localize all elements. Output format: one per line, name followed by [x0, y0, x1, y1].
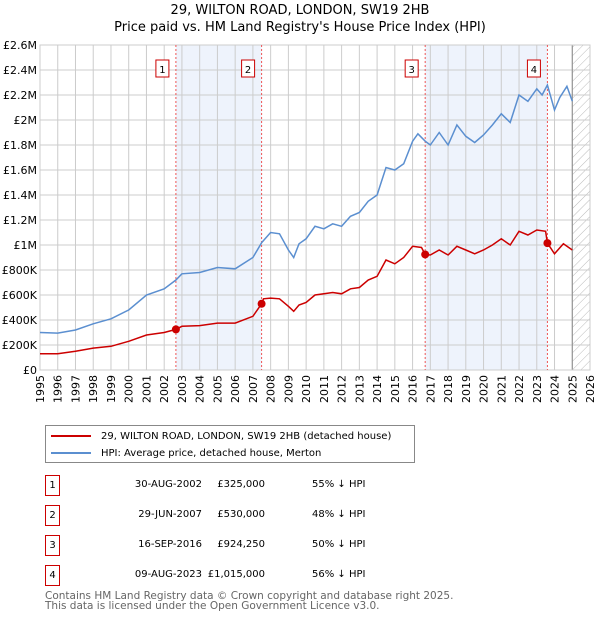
- x-tick-label: 2010: [300, 375, 313, 403]
- x-tick-label: 2022: [513, 375, 526, 403]
- x-tick-label: 2016: [407, 375, 420, 403]
- y-tick-label: £2.4M: [3, 64, 37, 77]
- sale-point: [171, 325, 180, 334]
- sale-label-number: 2: [245, 65, 251, 76]
- sale-date: 30-AUG-2002: [134, 479, 202, 490]
- shaded-period: [425, 45, 548, 370]
- sale-row: 1 30-AUG-2002 £325,000 55% ↓ HPI: [45, 475, 445, 496]
- sale-number-badge: 2: [45, 505, 60, 526]
- y-tick-label: £1M: [14, 239, 38, 252]
- x-tick-label: 2020: [478, 375, 491, 403]
- y-tick-label: £1.6M: [3, 164, 37, 177]
- sale-date: 09-AUG-2023: [134, 569, 202, 580]
- x-tick-label: 2006: [229, 375, 242, 403]
- y-tick-label: £2.2M: [3, 89, 37, 102]
- sale-price: £924,250: [217, 539, 265, 550]
- price-chart: 1995 1996 1997 1998 1999 2000 2001 2002 2003 2004…: [2, 39, 597, 403]
- shaded-period: [175, 45, 262, 370]
- x-tick-label: 2000: [123, 375, 136, 403]
- sale-label-box: [241, 59, 256, 78]
- sale-label-number: 4: [531, 65, 537, 76]
- sale-row: 4 09-AUG-2023 £1,015,000 56% ↓ HPI: [45, 565, 445, 586]
- x-tick-label: 2014: [371, 375, 384, 403]
- sale-date: 16-SEP-2016: [138, 539, 202, 550]
- x-tick-label: 1995: [34, 375, 47, 403]
- sale-label-box: [404, 59, 419, 78]
- legend: 29, WILTON ROAD, LONDON, SW19 2HB (detac…: [45, 425, 415, 463]
- legend-swatch-hpi: [51, 452, 91, 454]
- chart-subtitle: Price paid vs. HM Land Registry's House …: [114, 20, 486, 35]
- y-tick-label: £2.6M: [3, 39, 37, 52]
- y-tick-label: £1.8M: [3, 139, 37, 152]
- x-tick-label: 2008: [265, 375, 278, 403]
- x-tick-label: 1997: [69, 375, 82, 403]
- sale-hpi-diff: 55% ↓ HPI: [312, 479, 366, 490]
- x-tick-label: 2003: [176, 375, 189, 403]
- plot-frame: [39, 44, 591, 371]
- x-tick-label: 2011: [318, 375, 331, 403]
- x-tick-label: 2007: [247, 375, 260, 403]
- x-tick-label: 1999: [105, 375, 118, 403]
- x-tick-label: 1996: [52, 375, 65, 403]
- footer-copyright: Contains HM Land Registry data © Crown c…: [45, 590, 454, 602]
- sale-number-badge: 4: [45, 565, 60, 586]
- x-tick-label: 2024: [549, 375, 562, 403]
- x-tick-label: 2005: [211, 375, 224, 403]
- y-tick-label: £800K: [2, 264, 38, 277]
- x-tick-label: 2017: [424, 375, 437, 403]
- sale-hpi-diff: 56% ↓ HPI: [312, 569, 366, 580]
- x-tick-label: 2021: [495, 375, 508, 403]
- sale-point: [421, 250, 430, 259]
- footer-licence: This data is licensed under the Open Gov…: [45, 600, 380, 612]
- y-tick-label: £0: [23, 364, 37, 377]
- x-tick-label: 2001: [140, 375, 153, 403]
- legend-label: 29, WILTON ROAD, LONDON, SW19 2HB (detac…: [101, 430, 392, 442]
- sale-label-number: 1: [159, 65, 165, 76]
- x-tick-label: 2015: [389, 375, 402, 403]
- sale-hpi-diff: 50% ↓ HPI: [312, 539, 366, 550]
- sale-date: 29-JUN-2007: [138, 509, 202, 520]
- sale-label-number: 3: [408, 65, 414, 76]
- x-tick-label: 2012: [336, 375, 349, 403]
- legend-item-property: 29, WILTON ROAD, LONDON, SW19 2HB (detac…: [51, 428, 391, 444]
- sale-price: £1,015,000: [207, 569, 265, 580]
- sale-row: 3 16-SEP-2016 £924,250 50% ↓ HPI: [45, 535, 445, 556]
- x-tick-label: 2023: [531, 375, 544, 403]
- sale-label-box: [155, 59, 170, 78]
- x-tick-label: 2026: [584, 375, 597, 403]
- legend-label: HPI: Average price, detached house, Mert…: [101, 447, 322, 459]
- sale-point: [543, 239, 552, 248]
- sale-label-box: [526, 59, 541, 78]
- sale-price: £530,000: [217, 509, 265, 520]
- sale-number-badge: 1: [45, 475, 60, 496]
- chart-title: 29, WILTON ROAD, LONDON, SW19 2HB: [170, 3, 430, 18]
- sale-row: 2 29-JUN-2007 £530,000 48% ↓ HPI: [45, 505, 445, 526]
- sale-price: £325,000: [217, 479, 265, 490]
- x-tick-label: 2004: [194, 375, 207, 403]
- y-tick-label: £200K: [2, 339, 38, 352]
- x-tick-label: 2018: [442, 375, 455, 403]
- y-tick-label: £1.4M: [3, 189, 37, 202]
- sale-hpi-diff: 48% ↓ HPI: [312, 509, 366, 520]
- x-tick-label: 1998: [87, 375, 100, 403]
- sale-number-badge: 3: [45, 535, 60, 556]
- forecast-hatch: [572, 45, 590, 370]
- x-tick-label: 2009: [282, 375, 295, 403]
- sale-point: [257, 299, 266, 308]
- hpi-line: [39, 82, 574, 334]
- y-tick-label: £1.2M: [3, 214, 37, 227]
- y-tick-label: £2M: [14, 114, 38, 127]
- legend-swatch-property: [51, 435, 91, 437]
- x-tick-label: 2002: [158, 375, 171, 403]
- legend-item-hpi: HPI: Average price, detached house, Mert…: [51, 445, 321, 461]
- y-tick-label: £600K: [2, 289, 38, 302]
- property-price-line: [40, 229, 573, 355]
- x-tick-label: 2025: [566, 375, 579, 403]
- y-tick-label: £400K: [2, 314, 38, 327]
- x-tick-label: 2013: [353, 375, 366, 403]
- x-tick-label: 2019: [460, 375, 473, 403]
